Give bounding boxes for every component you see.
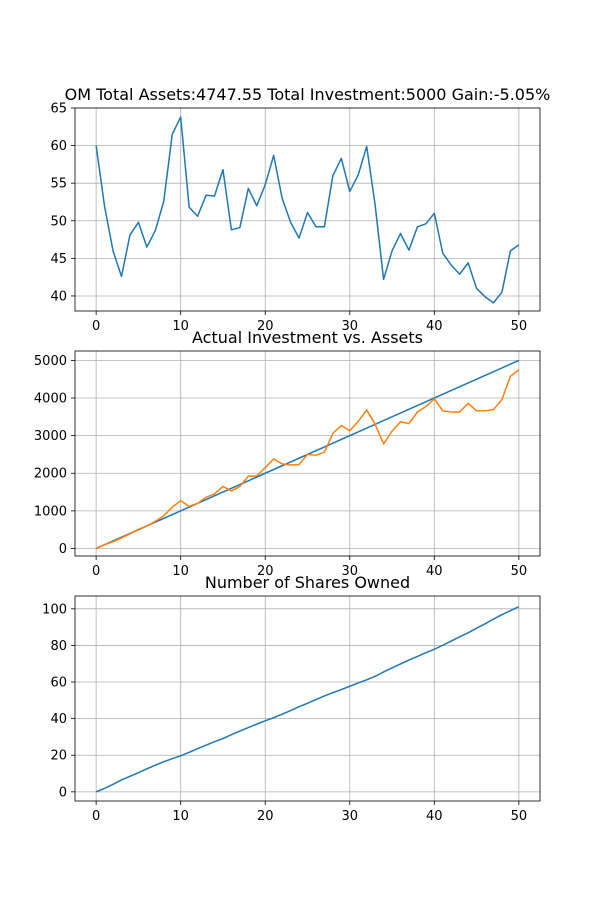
x-tick-label: 20: [257, 319, 274, 334]
y-tick-label: 50: [50, 214, 67, 229]
series-line-1: [95, 605, 520, 793]
axes-frame: [74, 350, 541, 557]
y-tick-label: 100: [42, 602, 67, 617]
y-tick-label: 40: [50, 289, 67, 304]
x-tick-label: 10: [172, 564, 189, 579]
y-tick-label: 1000: [34, 504, 67, 519]
x-tick-label: 30: [341, 564, 358, 579]
y-tick-label: 0: [59, 542, 67, 557]
axes-frame: [74, 595, 541, 802]
y-tick-label: 60: [50, 139, 67, 154]
series-line-2: [95, 369, 520, 550]
chart-title: OM Total Assets:4747.55 Total Investment…: [65, 85, 551, 104]
y-tick-label: 45: [50, 252, 67, 267]
chart-title: Number of Shares Owned: [205, 573, 410, 592]
x-tick-label: 50: [511, 809, 528, 824]
axes-frame: [74, 107, 541, 312]
chart-title: Actual Investment vs. Assets: [192, 328, 423, 347]
chart-panel-3: 0 10 20 30 40 50 0 20 40 60 80 100 Number of Shares …: [42, 573, 541, 824]
y-tick-label: 55: [50, 177, 67, 192]
chart-panel-2: 0 10 20 30 40 50 0 1000 2000 3000 4000 5000 Actual I…: [34, 328, 541, 579]
x-tick-label: 20: [257, 564, 274, 579]
x-tick-label: 0: [92, 564, 100, 579]
x-tick-label: 50: [511, 319, 528, 334]
y-tick-label: 20: [50, 749, 67, 764]
y-tick-label: 40: [50, 712, 67, 727]
series-line-1: [95, 116, 520, 304]
x-tick-label: 30: [341, 809, 358, 824]
x-tick-label: 0: [92, 809, 100, 824]
x-tick-label: 20: [257, 809, 274, 824]
y-tick-label: 3000: [34, 429, 67, 444]
x-tick-label: 40: [426, 809, 443, 824]
x-tick-label: 0: [92, 319, 100, 334]
x-tick-label: 30: [341, 319, 358, 334]
y-tick-label: 0: [59, 785, 67, 800]
y-tick-label: 60: [50, 676, 67, 691]
y-tick-label: 80: [50, 639, 67, 654]
y-tick-label: 4000: [34, 392, 67, 407]
y-tick-label: 65: [50, 102, 67, 117]
x-tick-label: 40: [426, 564, 443, 579]
y-tick-label: 2000: [34, 467, 67, 482]
x-tick-label: 40: [426, 319, 443, 334]
x-tick-label: 10: [172, 319, 189, 334]
x-tick-label: 10: [172, 809, 189, 824]
y-tick-label: 5000: [34, 354, 67, 369]
x-tick-label: 50: [511, 564, 528, 579]
